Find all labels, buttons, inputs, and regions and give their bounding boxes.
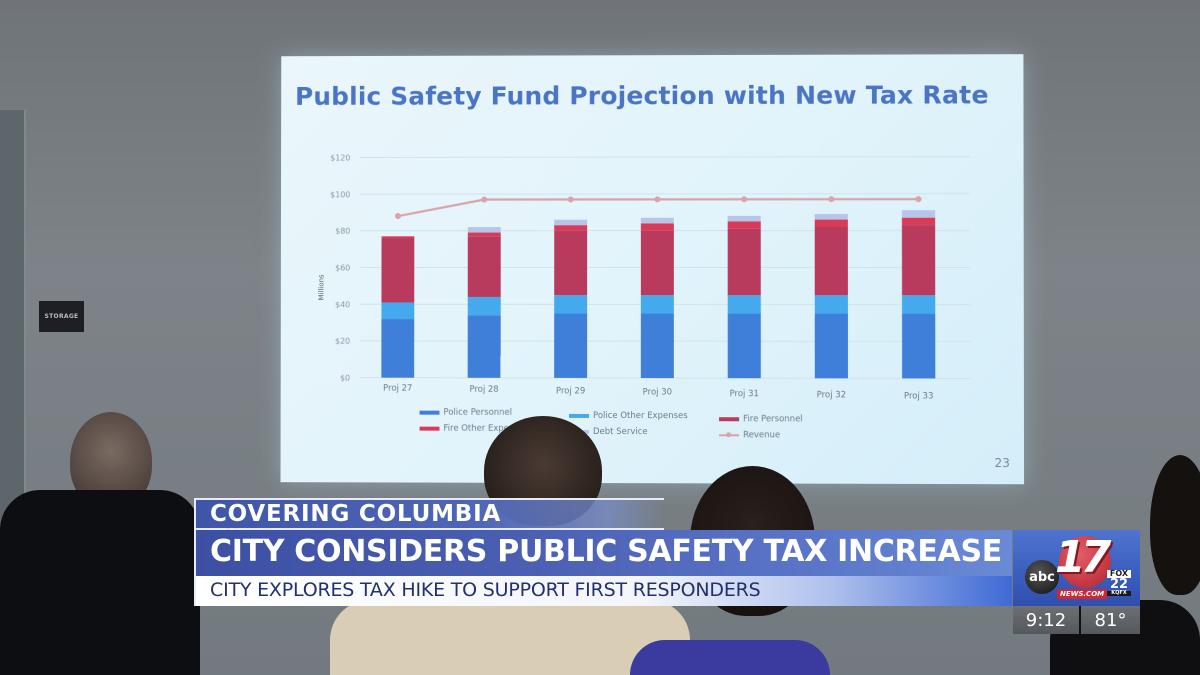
y-tick-label: $20 <box>335 337 350 346</box>
bar-segment <box>641 217 674 224</box>
chart-legend: Police Personnel Police Other Expenses Fir… <box>419 407 860 449</box>
temperature-display: 81° <box>1081 606 1140 634</box>
wall-doorframe <box>0 110 26 530</box>
bar-segment <box>814 219 848 227</box>
abc-logo-icon: abc <box>1025 560 1059 594</box>
revenue-point <box>828 196 835 203</box>
slide-page-number: 23 <box>994 455 1010 471</box>
storage-sign: STORAGE <box>39 301 84 332</box>
bar-segment <box>902 313 936 379</box>
bar-segment <box>814 213 848 220</box>
gridline <box>360 194 970 195</box>
time-display: 9:12 <box>1013 606 1079 634</box>
bar-segment <box>555 219 588 226</box>
legend-swatch-icon <box>569 413 590 418</box>
bar-segment <box>554 230 588 296</box>
revenue-point <box>394 213 401 220</box>
x-tick-label: Proj 27 <box>383 383 412 393</box>
headline-text: CITY CONSIDERS PUBLIC SAFETY TAX INCREAS… <box>210 534 1002 569</box>
revenue-point <box>568 196 575 203</box>
bar-segment <box>901 224 936 296</box>
channel-number: 17 <box>1055 532 1111 583</box>
bar-segment <box>467 232 501 237</box>
legend-swatch-icon <box>419 410 440 415</box>
bar-segment <box>640 295 674 314</box>
bar-segment <box>381 236 415 239</box>
bar-segment <box>726 228 760 295</box>
fox-label: FOX <box>1107 570 1131 578</box>
stacked-bar-chart: $0 $20 $40 $60 $80 $100 $120 Millions Proj 27 Pro… <box>281 54 1025 484</box>
bar-segment <box>727 295 761 314</box>
bar-segment <box>902 295 936 314</box>
revenue-point <box>915 196 922 203</box>
x-tick-label: Proj 32 <box>817 389 847 399</box>
chart-plot: $0 $20 $40 $60 $80 $100 $120 Millions Proj 27 Pro… <box>317 153 1025 401</box>
legend-item: Fire Personnel <box>719 414 803 424</box>
fox-callsign: KQFX <box>1107 591 1131 596</box>
x-tick-label: Proj 28 <box>469 384 498 394</box>
bar-segment <box>381 238 415 303</box>
bar-segment <box>727 221 760 229</box>
legend-label: Revenue <box>743 430 781 441</box>
bar-segment <box>640 313 674 378</box>
kicker-text: COVERING COLUMBIA <box>210 501 502 527</box>
y-tick-label: $60 <box>335 264 350 273</box>
legend-label: Fire Personnel <box>743 414 803 425</box>
bar-segment <box>381 318 415 378</box>
bar-segment <box>554 295 588 314</box>
legend-item: Revenue <box>719 430 780 440</box>
bar-segment <box>727 313 761 379</box>
subheadline-text: CITY EXPLORES TAX HIKE TO SUPPORT FIRST … <box>210 579 761 601</box>
revenue-point <box>481 196 488 203</box>
legend-swatch-icon <box>719 434 740 437</box>
x-tick-label: Proj 30 <box>643 387 672 397</box>
legend-swatch-icon <box>719 417 740 422</box>
station-logo: abc 17 NEWS.COM FOX 22 KQFX <box>1013 530 1140 606</box>
revenue-point <box>654 196 661 203</box>
gridline <box>360 157 970 158</box>
bar-segment <box>468 315 502 379</box>
bar-segment <box>555 225 588 232</box>
legend-item: Police Other Expenses <box>569 411 688 421</box>
bar-segment <box>640 230 674 296</box>
y-tick-label: $0 <box>340 374 350 383</box>
x-tick-label: Proj 29 <box>556 385 585 395</box>
y-tick-label: $40 <box>335 300 350 309</box>
legend-item: Police Personnel <box>419 407 513 418</box>
y-axis-label: Millions <box>317 274 325 300</box>
lower-third-subheadline: CITY EXPLORES TAX HIKE TO SUPPORT FIRST … <box>194 576 1012 606</box>
bar-segment <box>814 226 848 296</box>
y-tick-label: $100 <box>330 190 350 199</box>
bar-segment <box>467 236 501 297</box>
bar-segment <box>554 313 588 379</box>
bar-segment <box>467 227 501 233</box>
bar-segment <box>814 295 848 314</box>
logo-red-circle-icon <box>1059 536 1111 588</box>
lower-third-headline: CITY CONSIDERS PUBLIC SAFETY TAX INCREAS… <box>194 530 1012 576</box>
bar-segment <box>814 313 848 379</box>
bar-segment <box>641 223 674 231</box>
legend-label: Police Personnel <box>443 407 513 418</box>
news-site-label: NEWS.COM <box>1057 589 1108 599</box>
legend-label: Debt Service <box>592 426 648 438</box>
legend-label: Police Other Expenses <box>592 410 688 422</box>
bar-segment <box>901 210 936 218</box>
y-tick-label: $80 <box>335 227 350 236</box>
bar-segment <box>381 302 415 319</box>
projected-slide: Public Safety Fund Projection with New T… <box>280 54 1025 485</box>
legend-swatch-icon <box>419 426 440 431</box>
fox-channel: 22 <box>1109 577 1129 592</box>
y-tick-label: $120 <box>330 153 350 162</box>
bar-segment <box>901 217 936 226</box>
fox-logo-icon: FOX 22 KQFX <box>1107 570 1131 596</box>
revenue-point <box>740 196 747 203</box>
x-tick-label: Proj 33 <box>904 391 934 401</box>
x-tick-label: Proj 31 <box>730 388 759 398</box>
bar-segment <box>467 296 501 316</box>
bar-segment <box>727 215 760 222</box>
lower-third-kicker: COVERING COLUMBIA <box>194 498 664 530</box>
